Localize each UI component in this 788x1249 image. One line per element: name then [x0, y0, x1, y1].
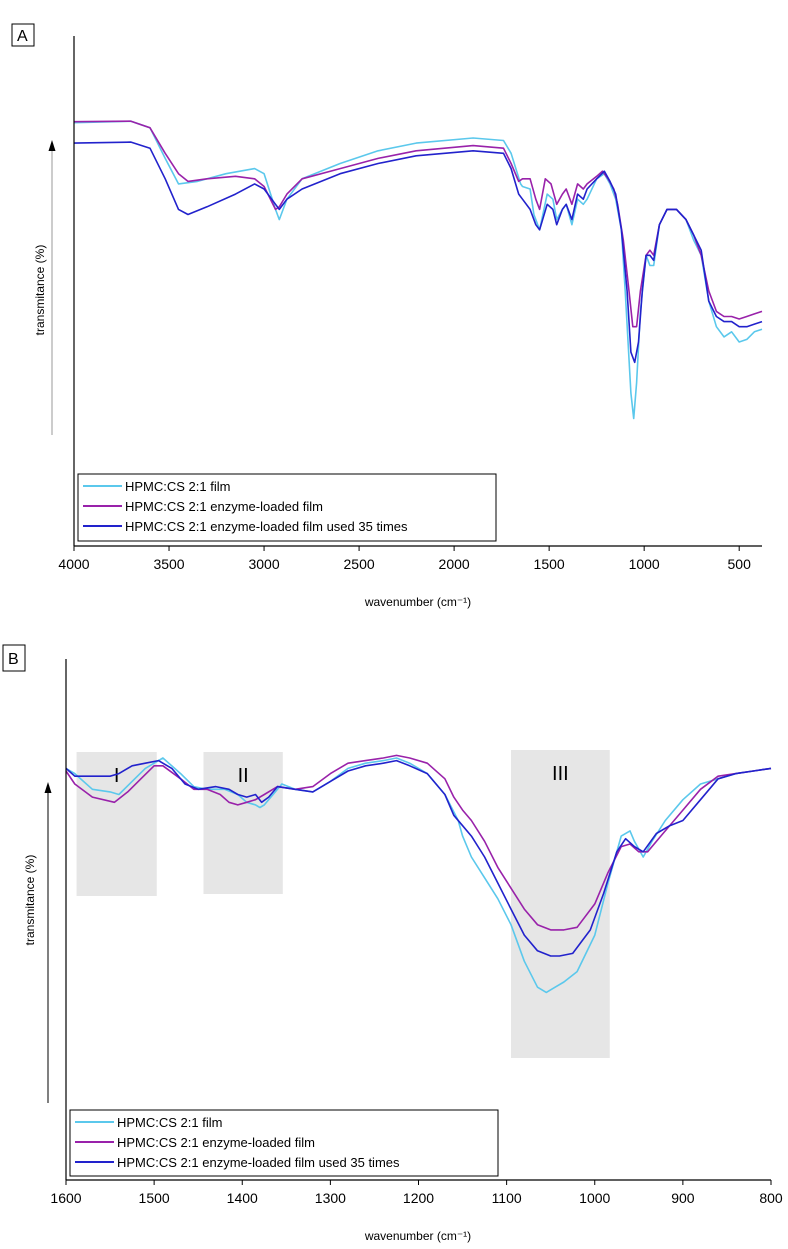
panel-a-tag: A	[17, 28, 28, 45]
x-tick-label: 1500	[139, 1190, 170, 1206]
x-tick-label: 2500	[344, 556, 375, 572]
panel-b-y-axis-arrowhead	[44, 782, 52, 793]
region-2-label: II	[238, 765, 249, 787]
series-line-2	[65, 754, 772, 931]
series-line-1	[73, 120, 763, 420]
legend-entry-2: HPMC:CS 2:1 enzyme-loaded film	[125, 499, 323, 514]
legend-entry-3: HPMC:CS 2:1 enzyme-loaded film used 35 t…	[117, 1155, 400, 1170]
legend-box	[69, 1109, 499, 1177]
panel-b: B transmitance (%) I II III 1600 1500 1400 13…	[2, 644, 783, 1243]
x-tick-label: 1400	[227, 1190, 258, 1206]
panel-b-x-ticks: 1600 1500 1400 1300 1200 1100 1000 900 800	[50, 1180, 783, 1206]
x-tick-label: 1100	[492, 1190, 522, 1206]
x-tick-label: 1500	[534, 556, 565, 572]
panel-b-x-axis-title: wavenumber (cm⁻¹)	[364, 1229, 471, 1243]
panel-a-y-axis-title: transmitance (%)	[33, 245, 47, 336]
panel-a-tag-box	[11, 23, 35, 47]
panel-b-plot	[65, 754, 772, 994]
panel-a-x-ticks: 4000 3500 3000 2500 2000 1500 1000 500	[58, 546, 751, 572]
panel-b-tag: B	[8, 651, 19, 668]
x-tick-label: 1000	[629, 556, 660, 572]
panel-a: A transmitance (%) 4000 3500 3000 2500 2000 1…	[11, 23, 763, 609]
legend-box	[77, 473, 497, 542]
x-tick-label: 1200	[403, 1190, 434, 1206]
x-tick-label: 1000	[579, 1190, 610, 1206]
panel-b-tag-box	[2, 644, 26, 672]
region-1-label: I	[114, 765, 120, 787]
panel-b-y-axis-title: transmitance (%)	[23, 855, 37, 946]
series-line-2	[73, 120, 763, 328]
region-2-shade	[203, 752, 283, 894]
region-3-label: III	[552, 763, 569, 785]
x-tick-label: 1300	[315, 1190, 346, 1206]
legend-entry-3: HPMC:CS 2:1 enzyme-loaded film used 35 t…	[125, 519, 408, 534]
x-tick-label: 2000	[439, 556, 470, 572]
panel-a-y-axis-arrowhead	[48, 140, 56, 151]
series-line-1	[65, 757, 772, 994]
panel-a-plot	[73, 120, 763, 420]
x-tick-label: 4000	[58, 556, 89, 572]
panel-a-axes	[73, 36, 762, 547]
series-line-3	[73, 141, 763, 364]
series-line-3	[65, 759, 772, 957]
x-tick-label: 3000	[248, 556, 279, 572]
panel-a-x-axis-title: wavenumber (cm⁻¹)	[364, 595, 471, 609]
panel-b-regions: I II III	[76, 750, 610, 1058]
region-3-shade	[511, 750, 610, 1058]
panel-a-legend: HPMC:CS 2:1 film HPMC:CS 2:1 enzyme-loade…	[77, 473, 497, 542]
panel-b-legend: HPMC:CS 2:1 film HPMC:CS 2:1 enzyme-loade…	[69, 1109, 499, 1177]
x-tick-label: 800	[759, 1190, 783, 1206]
x-tick-label: 3500	[153, 556, 184, 572]
panel-b-axes	[65, 659, 771, 1181]
x-tick-label: 500	[728, 556, 752, 572]
legend-entry-2: HPMC:CS 2:1 enzyme-loaded film	[117, 1135, 315, 1150]
x-tick-label: 900	[671, 1190, 695, 1206]
legend-entry-1: HPMC:CS 2:1 film	[117, 1115, 222, 1130]
x-tick-label: 1600	[50, 1190, 81, 1206]
legend-entry-1: HPMC:CS 2:1 film	[125, 479, 230, 494]
